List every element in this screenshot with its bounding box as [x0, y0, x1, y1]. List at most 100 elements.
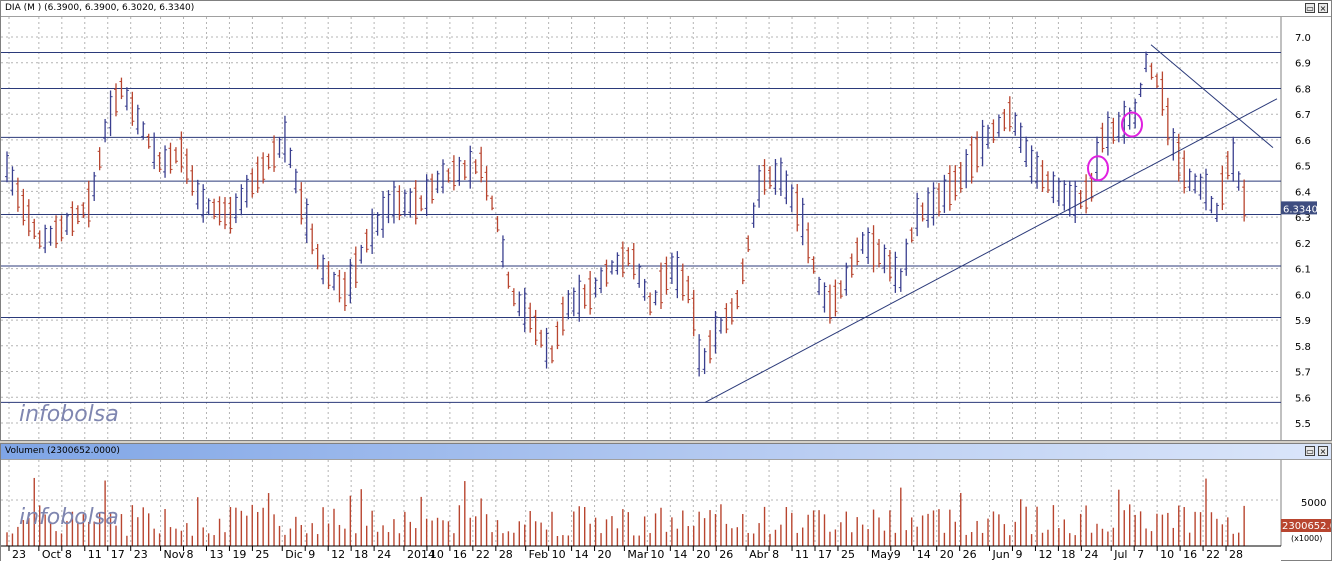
ohlc-bar: [1198, 173, 1203, 200]
ohlc-bar: [479, 146, 484, 183]
x-tick-label: 11: [795, 548, 809, 561]
ohlc-bar: [550, 345, 554, 364]
ohlc-bar: [381, 191, 386, 238]
ohlc-bar: [430, 173, 435, 204]
ohlc-bar: [386, 190, 391, 224]
ohlc-bar: [1095, 136, 1099, 181]
ohlc-bar: [337, 269, 342, 303]
ohlc-bar: [92, 171, 97, 202]
ohlc-bar: [212, 198, 217, 220]
close-button[interactable]: ×: [1318, 3, 1328, 13]
ohlc-bar: [544, 327, 549, 369]
x-tick-label: May: [871, 548, 894, 561]
ohlc-bar: [10, 166, 15, 196]
x-tick-label: 18: [354, 548, 368, 561]
ohlc-bar: [1013, 112, 1018, 136]
x-tick-label: 24: [1084, 548, 1098, 561]
ohlc-bar: [217, 196, 222, 226]
ohlc-bar: [664, 256, 669, 295]
ohlc-bar: [228, 196, 233, 234]
ohlc-bar: [920, 202, 925, 222]
x-tick-label: 7: [1137, 548, 1144, 561]
ohlc-bar: [877, 238, 881, 268]
ohlc-bar: [1182, 150, 1187, 194]
ohlc-bar: [969, 136, 974, 184]
x-tick-label: 12: [1038, 548, 1052, 561]
ohlc-bar: [266, 153, 271, 170]
price-titlebar[interactable]: DIA (M ) (6.3900, 6.3900, 6.3020, 6.3340…: [1, 1, 1331, 17]
ohlc-bar: [21, 188, 26, 226]
ohlc-bar: [370, 208, 375, 255]
ohlc-bar: [975, 131, 980, 173]
ohlc-bar: [811, 256, 816, 274]
y-tick-label: 6.7: [1295, 110, 1311, 121]
x-tick-label: Abr: [749, 548, 769, 561]
ohlc-bar: [43, 224, 48, 254]
ohlc-bar: [70, 201, 75, 236]
last-volume-tag: [1281, 519, 1331, 532]
ohlc-bar: [980, 119, 985, 167]
ohlc-bar: [190, 165, 195, 196]
ohlc-bar: [321, 254, 326, 285]
ohlc-bar: [609, 260, 614, 275]
x-tick-label: 10: [650, 548, 664, 561]
ohlc-bar: [1073, 180, 1078, 224]
x-tick-label: 8: [65, 548, 72, 561]
ohlc-bar: [261, 152, 266, 184]
ohlc-bar: [157, 152, 162, 173]
ohlc-bar: [457, 156, 462, 186]
volume-titlebar[interactable]: Volumen (2300652.0000) ▭ ×: [1, 444, 1331, 460]
ohlc-bar: [757, 165, 762, 208]
ohlc-bar: [163, 145, 168, 178]
ohlc-bar: [1029, 145, 1034, 184]
volume-close-button[interactable]: ×: [1318, 446, 1328, 456]
price-plot-area: [1, 17, 1281, 440]
ohlc-bar: [751, 202, 756, 228]
ohlc-bar: [953, 165, 958, 201]
resistance-trendline: [1150, 44, 1274, 149]
ohlc-bar: [419, 195, 424, 212]
ohlc-bar: [1018, 122, 1023, 153]
ohlc-bar: [332, 271, 336, 291]
ohlc-bar: [1165, 97, 1170, 146]
price-axis-area: [1281, 17, 1331, 440]
ohlc-bar: [239, 184, 244, 216]
ohlc-bar: [250, 168, 255, 198]
x-tick-label: 25: [255, 548, 269, 561]
y-tick-label: 6.0: [1295, 290, 1311, 301]
ohlc-bar: [5, 151, 9, 183]
ohlc-bar: [718, 318, 723, 334]
x-tick-label: 17: [818, 548, 832, 561]
ohlc-bar: [506, 271, 511, 289]
ohlc-bar: [272, 135, 277, 172]
ohlc-bar: [637, 263, 642, 288]
ohlc-bar: [517, 291, 522, 317]
ohlc-bar: [1078, 190, 1083, 209]
restore-button[interactable]: ▭: [1305, 3, 1315, 13]
ohlc-bar: [1231, 136, 1236, 182]
x-tick-label: Nov: [164, 548, 186, 561]
ohlc-bar: [653, 290, 658, 306]
ohlc-bar: [1056, 177, 1061, 207]
x-tick-label: 9: [1015, 548, 1022, 561]
ohlc-bar: [768, 166, 772, 189]
ohlc-bar: [364, 228, 369, 253]
ohlc-bar: [887, 250, 892, 282]
ohlc-bar: [75, 205, 80, 225]
volume-restore-button[interactable]: ▭: [1305, 446, 1315, 456]
ohlc-bar: [108, 90, 113, 137]
x-tick-label: 25: [841, 548, 855, 561]
ohlc-bar: [500, 235, 505, 268]
ohlc-bar: [827, 284, 832, 324]
ohlc-bar: [849, 253, 854, 278]
ohlc-bar: [936, 183, 941, 217]
ohlc-bar: [1176, 133, 1181, 182]
volume-window-title: Volumen (2300652.0000): [5, 446, 120, 456]
ohlc-bar: [1220, 165, 1225, 211]
ohlc-bar: [746, 235, 751, 252]
y-tick-label: 6.6: [1295, 136, 1311, 147]
ohlc-bar: [342, 271, 347, 311]
ohlc-bar: [708, 330, 713, 364]
ohlc-bar: [986, 124, 990, 149]
ohlc-bar: [54, 215, 59, 249]
